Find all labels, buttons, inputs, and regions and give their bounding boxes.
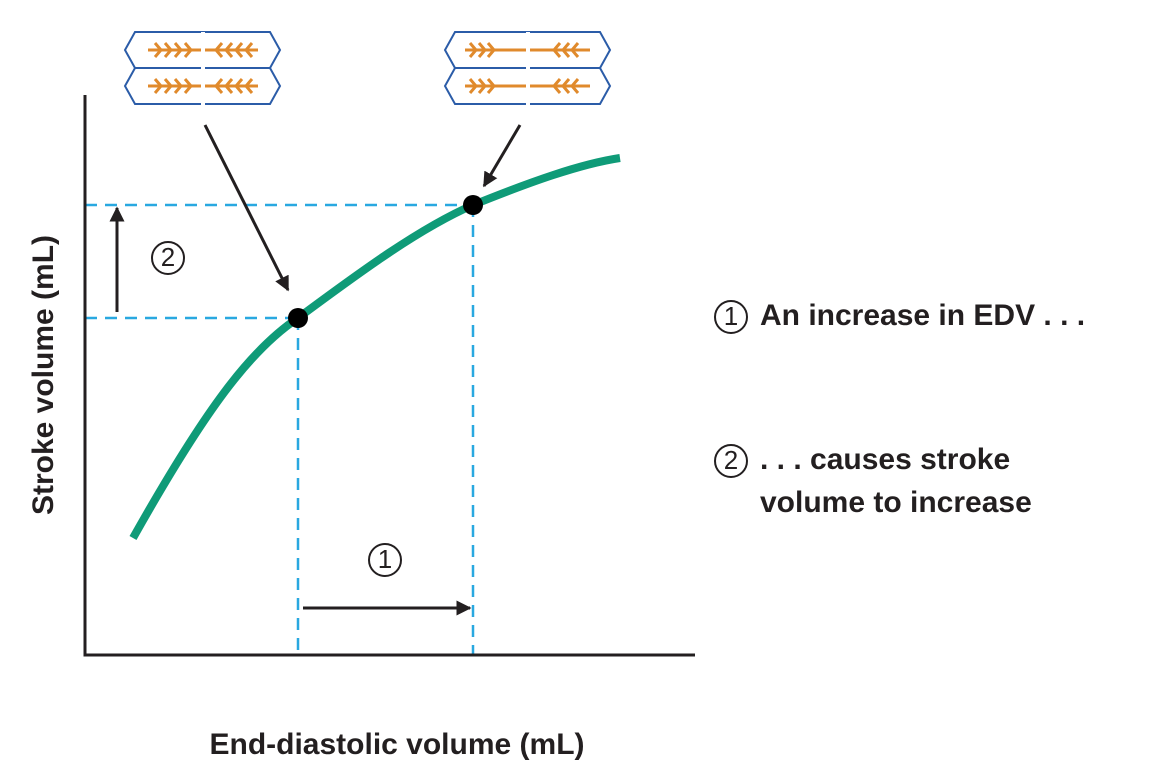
- legend-text: volume to increase: [760, 486, 1032, 519]
- background: [0, 0, 1164, 764]
- x-axis-label: End-diastolic volume (mL): [209, 728, 584, 761]
- legend-marker: 1: [724, 301, 738, 331]
- marker-label: 1: [378, 544, 392, 574]
- legend-text: . . . causes stroke: [760, 443, 1010, 476]
- marker-label: 2: [161, 242, 175, 272]
- point: [463, 195, 483, 215]
- point: [288, 308, 308, 328]
- legend-marker: 2: [724, 445, 738, 475]
- diagram: 2 1 End-diastolic volume (mL) Stroke vol…: [0, 0, 1164, 764]
- legend-text: An increase in EDV . . .: [760, 299, 1085, 332]
- y-axis-label: Stroke volume (mL): [27, 235, 60, 515]
